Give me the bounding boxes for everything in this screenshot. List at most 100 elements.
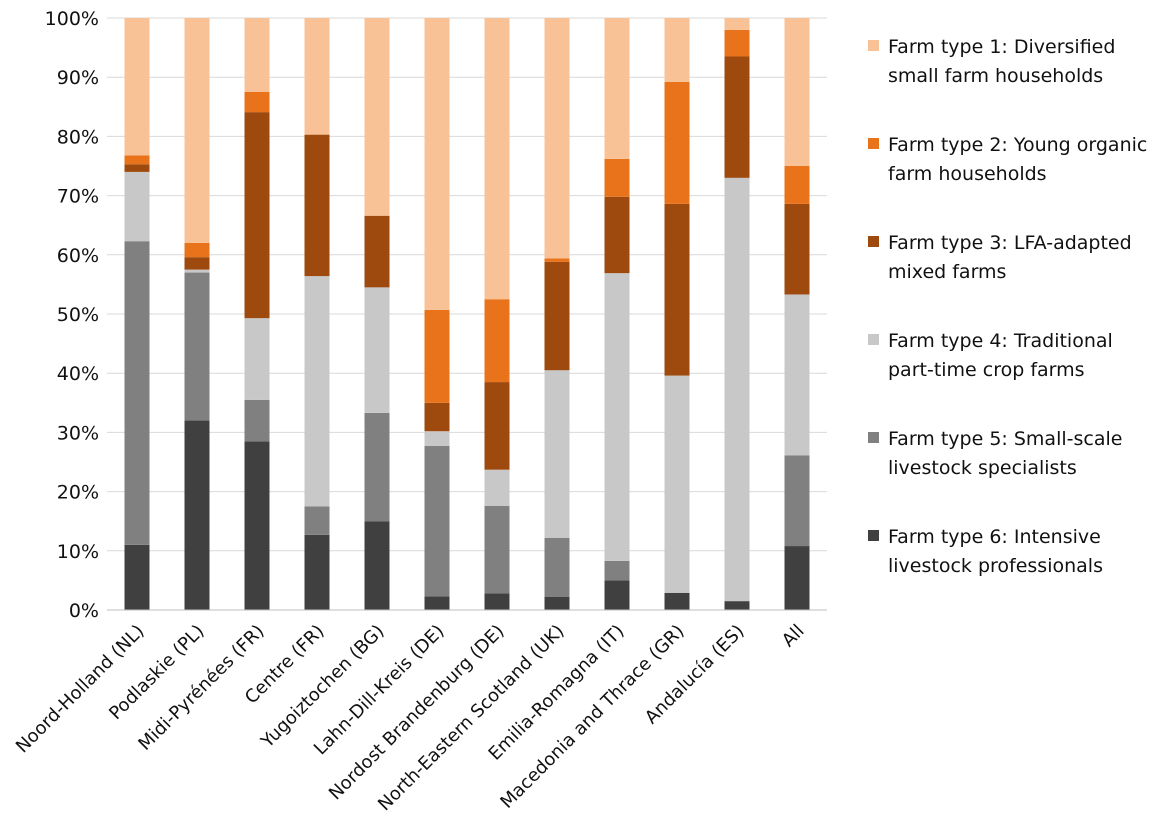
legend-label: Farm type 4: Traditional	[888, 330, 1113, 352]
legend-label: livestock professionals	[888, 555, 1103, 577]
bar-segment-type-5	[544, 537, 570, 597]
bar-segment-type-4	[544, 370, 570, 538]
y-tick-label: 100%	[45, 8, 99, 30]
legend-label: part-time crop farms	[888, 359, 1085, 381]
legend: Farm type 1: Diversified small farm house…	[868, 36, 1147, 577]
bar-segment-type-2	[484, 299, 510, 383]
bar-segment-type-4	[184, 269, 210, 273]
bar-segment-type-3	[664, 203, 690, 376]
bar-segment-type-6	[604, 580, 630, 610]
bar-segment-type-4	[424, 431, 450, 447]
bar-segment-type-4	[124, 171, 150, 242]
bar-segment-type-6	[484, 593, 510, 610]
y-tick-label: 60%	[57, 245, 99, 267]
bar-segment-type-1	[484, 18, 510, 300]
bar-segment-type-4	[784, 294, 810, 456]
bar-segment-type-1	[664, 18, 690, 82]
bar-segment-type-3	[244, 112, 270, 319]
bar-segment-type-4	[724, 177, 750, 602]
bar-segment-type-3	[184, 257, 210, 270]
bar-segment-type-1	[364, 18, 390, 216]
legend-item: Farm type 1: Diversified small farm house…	[868, 36, 1115, 87]
legend-swatch	[868, 40, 879, 51]
bar-stack-andaluc-a-es	[724, 18, 750, 610]
bar-segment-type-5	[604, 560, 630, 581]
y-tick-label: 0%	[69, 600, 99, 622]
x-category-label: All	[778, 621, 809, 652]
bar-stack-macedonia-and-thrace-gr	[664, 18, 690, 610]
bar-segment-type-5	[424, 446, 450, 597]
bar-segment-type-3	[304, 134, 330, 277]
legend-swatch	[868, 432, 879, 443]
bar-segment-type-4	[304, 276, 330, 507]
bar-segment-type-6	[184, 420, 210, 610]
bar-segment-type-3	[124, 164, 150, 172]
y-tick-label: 30%	[57, 422, 99, 444]
bar-segment-type-6	[424, 596, 450, 610]
x-axis-category-labels: Noord-Holland (NL)Podlaskie (PL)Midi-Pyr…	[12, 621, 809, 815]
bar-segment-type-1	[244, 18, 270, 92]
bar-stack-lahn-dill-kreis-de	[424, 18, 450, 610]
bar-segment-type-3	[544, 261, 570, 371]
legend-label: Farm type 3: LFA-adapted	[888, 232, 1132, 254]
bar-stack-centre-fr	[304, 18, 330, 610]
legend-label: Farm type 1: Diversified	[888, 36, 1115, 58]
bar-segment-type-2	[124, 155, 150, 165]
bar-segment-type-5	[784, 455, 810, 547]
bar-segment-type-4	[484, 469, 510, 506]
legend-swatch	[868, 138, 879, 149]
legend-label: Farm type 2: Young organic	[888, 134, 1147, 156]
bar-segment-type-3	[484, 382, 510, 470]
bar-segment-type-6	[124, 544, 150, 610]
bar-segment-type-6	[544, 596, 570, 610]
bar-stack-noord-holland-nl	[124, 18, 150, 610]
bar-segment-type-2	[544, 258, 570, 262]
legend-label: livestock specialists	[888, 457, 1077, 479]
bar-segment-type-5	[244, 399, 270, 442]
bar-segment-type-6	[664, 592, 690, 610]
bar-segment-type-6	[724, 601, 750, 610]
bar-segment-type-2	[424, 309, 450, 403]
bar-segment-type-4	[244, 318, 270, 400]
gridlines	[107, 17, 827, 611]
legend-label: farm households	[888, 163, 1047, 185]
bar-segment-type-5	[484, 505, 510, 594]
legend-swatch	[868, 236, 879, 247]
bar-segment-type-1	[304, 18, 330, 135]
legend-swatch	[868, 334, 879, 345]
y-tick-label: 40%	[57, 363, 99, 385]
bar-segment-type-2	[604, 158, 630, 197]
bar-segment-type-5	[364, 412, 390, 522]
legend-label: Farm type 6: Intensive	[888, 526, 1101, 548]
legend-item: Farm type 5: Small-scale livestock specia…	[868, 428, 1122, 479]
bars	[124, 18, 810, 610]
y-tick-label: 10%	[57, 541, 99, 563]
legend-swatch	[868, 530, 879, 541]
bar-segment-type-1	[724, 18, 750, 30]
bar-segment-type-2	[244, 92, 270, 113]
bar-stack-midi-pyr-n-es-fr	[244, 18, 270, 610]
bar-segment-type-1	[424, 18, 450, 310]
bar-stack-podlaskie-pl	[184, 18, 210, 610]
bar-segment-type-4	[664, 375, 690, 593]
y-tick-label: 70%	[57, 186, 99, 208]
legend-item: Farm type 4: Traditional part-time crop f…	[868, 330, 1113, 381]
bar-segment-type-6	[244, 441, 270, 610]
legend-label: mixed farms	[888, 261, 1006, 283]
y-tick-label: 90%	[57, 67, 99, 89]
bar-segment-type-2	[784, 166, 810, 204]
y-axis-tick-labels: 0% 10% 20% 30% 40% 50% 60% 70% 80% 90% 100%	[45, 8, 99, 622]
bar-stack-north-eastern-scotland-uk	[544, 18, 570, 610]
bar-segment-type-5	[304, 506, 330, 535]
bar-segment-type-4	[364, 287, 390, 413]
bar-stack-nordost-brandenburg-de	[484, 18, 510, 610]
y-tick-label: 80%	[57, 126, 99, 148]
bar-stack-emilia-romagna-it	[604, 18, 630, 610]
bar-segment-type-3	[424, 402, 450, 432]
bar-segment-type-1	[604, 18, 630, 159]
bar-stack-all	[784, 18, 810, 610]
bar-segment-type-3	[724, 56, 750, 178]
bar-segment-type-3	[604, 196, 630, 274]
